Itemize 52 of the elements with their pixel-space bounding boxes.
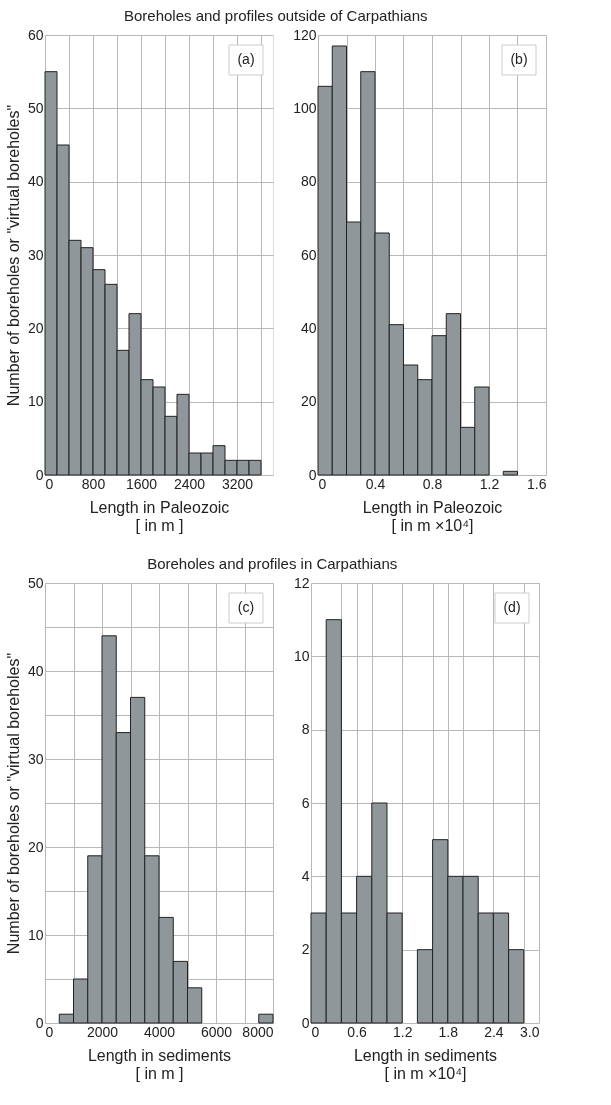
y-tick-label: 6 xyxy=(301,794,310,811)
y-tick-label: 20 xyxy=(27,838,44,855)
x-tick-label: 3.0 xyxy=(520,1023,540,1040)
x-tick-label: 1600 xyxy=(125,475,158,492)
x-tick-label: 2400 xyxy=(173,475,206,492)
y-tick-label: 40 xyxy=(27,662,44,679)
y-tick-label: 40 xyxy=(27,173,44,190)
x-tick-label: 1.6 xyxy=(527,475,547,492)
x-tick-label: 4000 xyxy=(143,1023,176,1040)
x-axis-title: Length in sediments [ in m ×10⁴] xyxy=(353,1046,498,1082)
y-tick-label: 30 xyxy=(27,246,44,263)
y-tick-label: 80 xyxy=(300,173,317,190)
y-tick-label: 60 xyxy=(300,246,317,263)
x-tick-label: 2000 xyxy=(86,1023,119,1040)
x-tick-label: 0.8 xyxy=(422,475,443,492)
y-tick-label: 40 xyxy=(300,319,317,336)
annotation: (b) xyxy=(510,51,528,67)
x-tick-label: 1.8 xyxy=(438,1023,459,1040)
x-tick-label: 1.2 xyxy=(479,475,500,492)
y-axis-title: Number of boreholes or "virtual boreholes" xyxy=(4,652,22,955)
x-tick-label: 8000 xyxy=(242,1023,274,1040)
x-tick-label: 0.6 xyxy=(347,1023,368,1040)
x-axis-title: Length in sediments [ in m ] xyxy=(87,1046,232,1082)
y-tick-label: 2 xyxy=(301,941,310,958)
x-tick-label: 800 xyxy=(81,475,106,492)
y-tick-label: 50 xyxy=(27,574,44,591)
y-tick-label: 10 xyxy=(27,393,44,410)
annotation: (a) xyxy=(237,51,255,67)
chart-title: Boreholes and profiles in Carpathians xyxy=(147,554,398,572)
y-tick-label: 30 xyxy=(27,750,44,767)
x-tick-label: 6000 xyxy=(200,1023,233,1040)
y-tick-label: 60 xyxy=(27,26,44,43)
y-tick-label: 10 xyxy=(27,926,44,943)
y-tick-label: 4 xyxy=(301,867,310,884)
y-tick-label: 12 xyxy=(293,574,310,591)
y-tick-label: 10 xyxy=(293,647,310,664)
x-tick-label: 2.4 xyxy=(484,1023,504,1040)
x-tick-label: 1.2 xyxy=(392,1023,413,1040)
annotation: (c) xyxy=(237,599,255,615)
y-tick-label: 8 xyxy=(301,721,310,738)
x-tick-label: 0.4 xyxy=(365,475,386,492)
x-axis-title: Length in Paleozoic [ in m ×10⁴] xyxy=(362,498,503,534)
y-tick-label: 20 xyxy=(300,393,317,410)
y-tick-label: 100 xyxy=(293,99,317,116)
y-axis-title: Number of boreholes or "virtual boreholes" xyxy=(4,104,22,407)
x-axis-title: Length in Paleozoic [ in m ] xyxy=(89,498,230,534)
x-tick-label: 3200 xyxy=(221,475,254,492)
chart-title: Boreholes and profiles outside of Carpathians xyxy=(123,6,428,24)
annotation: (d) xyxy=(503,599,521,615)
y-tick-label: 50 xyxy=(27,99,44,116)
y-tick-label: 20 xyxy=(27,319,44,336)
y-tick-label: 120 xyxy=(293,26,317,43)
